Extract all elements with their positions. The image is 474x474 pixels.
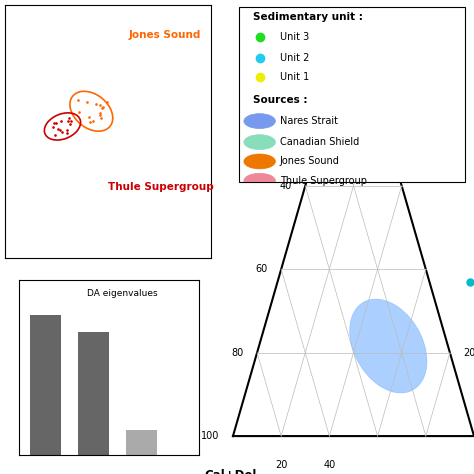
Text: Thule Supergroup: Thule Supergroup (280, 176, 367, 186)
Text: Unit 2: Unit 2 (280, 53, 309, 63)
Text: 20: 20 (275, 460, 287, 470)
FancyBboxPatch shape (239, 7, 465, 182)
Text: Unit 3: Unit 3 (280, 32, 309, 42)
Ellipse shape (244, 135, 275, 150)
Text: Cal+Dol: Cal+Dol (204, 469, 256, 474)
Text: Canadian Shield: Canadian Shield (280, 137, 359, 147)
Ellipse shape (350, 299, 427, 393)
Text: Sources :: Sources : (253, 95, 307, 105)
Text: Jones Sound: Jones Sound (280, 156, 340, 166)
Bar (30, 315, 61, 455)
Text: 60: 60 (255, 264, 268, 274)
Text: Jones Sound: Jones Sound (128, 30, 201, 40)
Ellipse shape (244, 154, 275, 169)
Ellipse shape (244, 173, 275, 188)
Text: Thule Supergroup: Thule Supergroup (108, 182, 214, 192)
Text: 40: 40 (323, 460, 336, 470)
Text: 40: 40 (280, 181, 292, 191)
Text: 100: 100 (201, 431, 219, 441)
Bar (78, 332, 109, 455)
Text: DA eigenvalues: DA eigenvalues (87, 289, 157, 298)
Text: Sedimentary unit :: Sedimentary unit : (253, 12, 363, 22)
Ellipse shape (244, 114, 275, 128)
Text: 20: 20 (463, 347, 474, 358)
Text: Nares Strait: Nares Strait (280, 116, 338, 126)
Text: 20: 20 (304, 97, 316, 108)
Bar (126, 430, 157, 455)
Text: 80: 80 (231, 347, 244, 358)
Text: Unit 1: Unit 1 (280, 72, 309, 82)
